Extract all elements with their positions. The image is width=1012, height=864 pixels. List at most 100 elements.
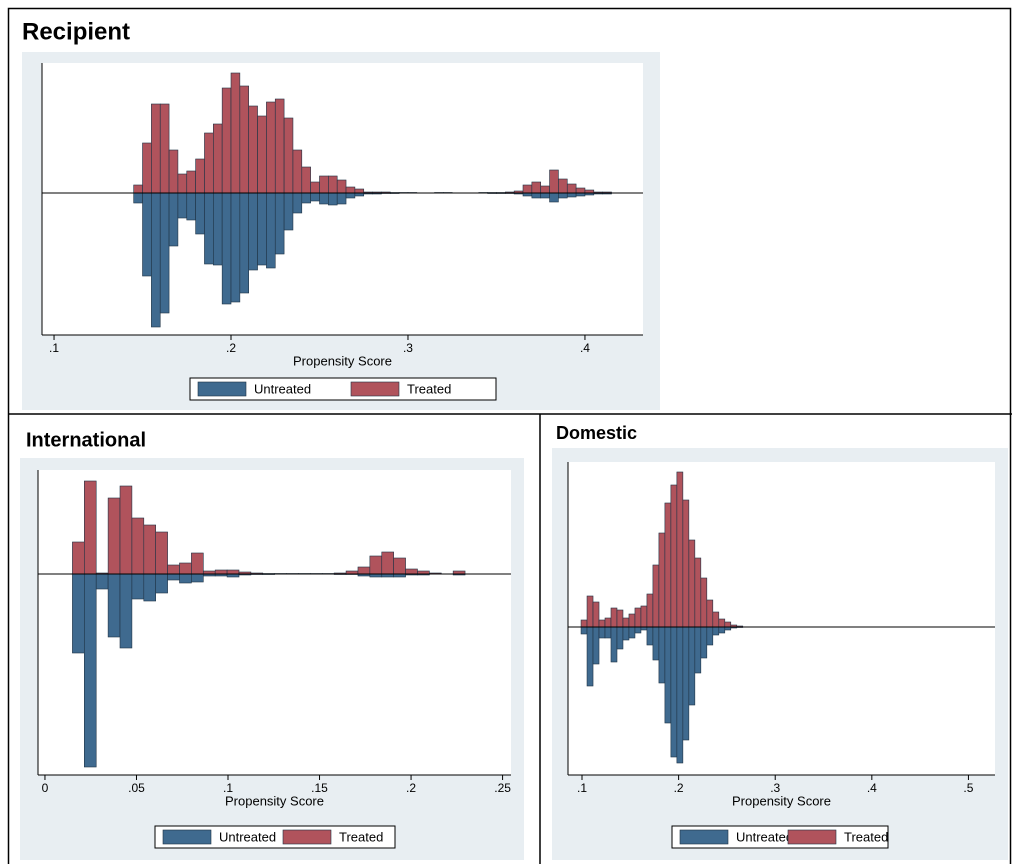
- legend-key: [679, 829, 729, 845]
- bar: [540, 192, 550, 199]
- x-tick-label: .2: [226, 341, 236, 355]
- bar: [292, 149, 303, 194]
- bar: [566, 192, 577, 198]
- bar: [328, 192, 338, 206]
- bar: [179, 573, 192, 584]
- x-tick-label: .3: [403, 341, 413, 355]
- bar: [664, 502, 672, 628]
- bar: [586, 626, 594, 687]
- legend: [154, 825, 396, 849]
- bar: [628, 613, 636, 628]
- legend-label: Untreated: [219, 829, 276, 844]
- bar: [195, 158, 205, 194]
- bar: [336, 179, 347, 194]
- bar: [155, 531, 168, 575]
- bar: [266, 101, 276, 194]
- bar: [107, 573, 121, 638]
- bar: [718, 626, 726, 634]
- bar: [694, 557, 702, 628]
- bar: [177, 192, 188, 219]
- bar: [676, 471, 684, 628]
- bar: [72, 573, 85, 654]
- bar: [239, 192, 250, 294]
- bar: [646, 593, 654, 628]
- bar: [179, 562, 192, 575]
- x-tick-label: .4: [867, 781, 877, 795]
- bar: [718, 618, 726, 628]
- bar: [634, 626, 642, 634]
- bar: [640, 605, 648, 628]
- bar: [393, 557, 406, 575]
- x-axis-label: Propensity Score: [225, 793, 324, 808]
- bar: [531, 181, 542, 194]
- bar: [688, 626, 696, 706]
- bar: [167, 564, 180, 575]
- bar: [566, 183, 577, 194]
- bar: [610, 626, 618, 663]
- x-tick-label: .4: [580, 341, 590, 355]
- bar: [107, 497, 121, 575]
- chart-title: Domestic: [556, 423, 637, 443]
- bar: [694, 626, 702, 674]
- bar: [622, 617, 630, 628]
- bar: [592, 626, 600, 665]
- bar: [712, 611, 720, 628]
- bar: [369, 555, 383, 575]
- bar: [131, 517, 145, 575]
- bar: [168, 149, 179, 194]
- bar: [706, 626, 714, 646]
- bar: [586, 595, 594, 628]
- bar: [248, 192, 258, 271]
- bar: [214, 569, 228, 575]
- bar: [319, 192, 329, 205]
- bar: [405, 568, 418, 575]
- legend-key: [197, 381, 247, 397]
- bar: [186, 192, 196, 221]
- bar: [357, 566, 371, 575]
- bar: [682, 499, 690, 628]
- bar: [204, 192, 214, 265]
- x-axis-label: Propensity Score: [732, 793, 831, 808]
- bar: [706, 599, 714, 628]
- bar: [712, 626, 720, 636]
- x-tick-label: .2: [674, 781, 684, 795]
- bar: [274, 192, 285, 255]
- x-tick-label: .1: [577, 781, 587, 795]
- bar: [143, 524, 157, 575]
- bar: [345, 192, 356, 199]
- x-tick-label: .15: [311, 781, 328, 795]
- bar: [84, 573, 97, 768]
- x-tick-label: .25: [494, 781, 511, 795]
- bar: [682, 626, 690, 741]
- bar: [664, 626, 672, 724]
- bar: [301, 192, 311, 204]
- bar: [142, 192, 152, 277]
- bar: [310, 192, 320, 202]
- bar: [151, 192, 161, 328]
- bar: [531, 192, 542, 199]
- bar: [598, 626, 606, 639]
- bar: [381, 551, 394, 575]
- bar: [221, 87, 232, 194]
- bar: [167, 573, 180, 581]
- bar: [155, 573, 168, 594]
- bar: [266, 192, 276, 269]
- bar: [652, 564, 660, 628]
- bar: [700, 577, 708, 628]
- bar: [230, 72, 241, 194]
- bar: [204, 132, 214, 194]
- bar: [257, 115, 267, 194]
- bar: [191, 573, 204, 583]
- x-tick-label: .1: [223, 781, 233, 795]
- bar: [248, 105, 258, 194]
- bar: [283, 192, 294, 231]
- bar: [700, 626, 708, 659]
- x-axis-label: Propensity Score: [293, 353, 392, 368]
- x-tick-label: .05: [128, 781, 145, 795]
- bar: [310, 181, 320, 194]
- bar: [72, 541, 85, 575]
- bar: [604, 617, 612, 628]
- bar: [634, 607, 642, 628]
- bar: [592, 601, 600, 628]
